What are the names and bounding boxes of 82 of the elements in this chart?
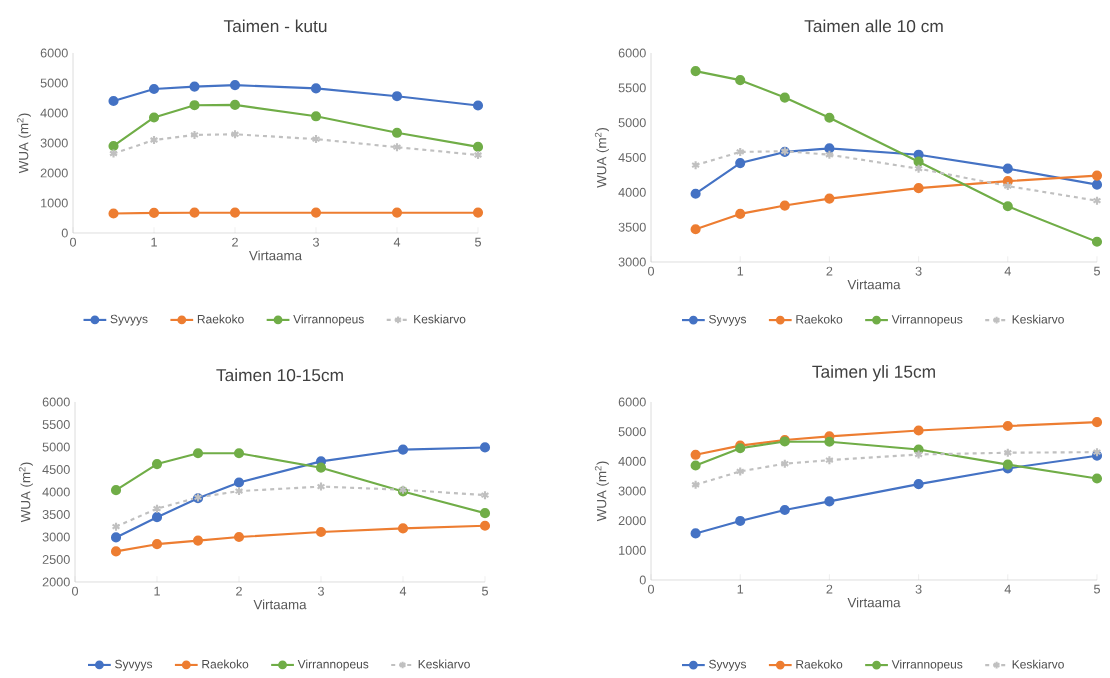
x-tick-label: 5 xyxy=(1093,266,1100,276)
y-tick-label: 1000 xyxy=(619,545,646,555)
y-tick-label: 6000 xyxy=(42,397,70,407)
x-tick-label: 3 xyxy=(915,266,922,276)
y-tick-label: 5000 xyxy=(618,118,646,128)
y-tick-label: 4500 xyxy=(42,465,70,474)
y-axis-title: WUA (m$^{2}$) xyxy=(594,461,609,522)
legend-label: Virrannopeus xyxy=(891,314,963,326)
x-tick-label: 4 xyxy=(1004,266,1011,276)
y-tick-label: 0 xyxy=(639,575,646,585)
x-tick-label: 2 xyxy=(232,237,238,247)
legend-label: Raekoko xyxy=(796,659,843,669)
legend-label: Raekoko xyxy=(197,314,244,324)
chart-title: Taimen - kutu xyxy=(223,19,327,33)
y-tick-label: 0 xyxy=(61,228,68,238)
y-tick-label: 6000 xyxy=(618,397,646,407)
x-tick-label: 3 xyxy=(312,237,319,247)
x-tick-label: 4 xyxy=(393,237,401,247)
y-tick-label: 6000 xyxy=(618,48,646,58)
x-axis-title: Virtaama xyxy=(249,250,303,261)
y-tick-label: 5500 xyxy=(42,420,70,429)
y-tick-label: 3000 xyxy=(42,532,70,542)
y-tick-label: 1000 xyxy=(41,198,68,208)
x-tick-label: 3 xyxy=(317,586,324,596)
y-tick-label: 3000 xyxy=(40,138,68,148)
legend-label: Syvyys xyxy=(709,314,747,326)
x-tick-label: 5 xyxy=(1093,584,1100,594)
y-axis-title: WUA (m$^{2}$) xyxy=(18,462,33,523)
x-tick-label: 0 xyxy=(69,237,77,247)
x-tick-label: 2 xyxy=(826,266,833,276)
x-tick-label: 1 xyxy=(737,266,744,276)
y-tick-label: 3500 xyxy=(42,510,70,519)
y-tick-label: 4000 xyxy=(618,456,646,466)
legend-label: Virrannopeus xyxy=(891,659,963,671)
x-tick-label: 0 xyxy=(647,266,655,276)
legend-label: Virrannopeus xyxy=(297,659,369,671)
x-tick-label: 2 xyxy=(826,584,833,594)
chart-title: Taimen alle 10 cm xyxy=(804,19,943,33)
x-tick-label: 1 xyxy=(737,584,744,594)
y-tick-label: 5000 xyxy=(42,442,70,452)
y-tick-label: 3000 xyxy=(618,486,646,496)
legend-label: Raekoko xyxy=(796,314,843,324)
y-tick-label: 3000 xyxy=(618,257,646,267)
x-tick-label: 4 xyxy=(1004,584,1011,594)
legend-label: Syvyys xyxy=(115,659,153,671)
legend-label: Keskiarvo xyxy=(1012,659,1064,669)
x-tick-label: 0 xyxy=(71,586,79,596)
legend-label: Syvyys xyxy=(709,659,747,671)
x-axis-title: Virtaama xyxy=(253,599,307,610)
y-tick-label: 2000 xyxy=(42,577,70,587)
y-tick-label: 5000 xyxy=(618,427,646,437)
y-tick-label: 4000 xyxy=(40,108,68,118)
legend-label: Keskiarvo xyxy=(414,314,466,324)
x-axis-title: Virtaama xyxy=(847,279,901,290)
x-tick-label: 3 xyxy=(915,584,922,594)
chart-title: Taimen yli 15cm xyxy=(812,365,935,382)
legend-label: Keskiarvo xyxy=(418,659,470,669)
y-tick-label: 2500 xyxy=(42,555,70,564)
y-tick-label: 5000 xyxy=(40,78,68,88)
x-tick-label: 4 xyxy=(399,586,407,596)
x-tick-label: 0 xyxy=(647,584,655,594)
legend-label: Virrannopeus xyxy=(293,314,364,326)
x-tick-label: 5 xyxy=(474,237,482,247)
y-tick-label: 2000 xyxy=(618,516,646,526)
x-tick-label: 2 xyxy=(236,586,242,596)
legend-label: Keskiarvo xyxy=(1012,314,1064,324)
y-tick-label: 2000 xyxy=(40,168,68,178)
y-tick-label: 4000 xyxy=(618,187,646,197)
legend-label: Raekoko xyxy=(202,659,249,669)
y-tick-label: 5500 xyxy=(618,83,646,93)
y-axis-title: WUA (m$^{2}$) xyxy=(16,113,31,174)
y-tick-label: 4500 xyxy=(618,153,646,162)
x-tick-label: 5 xyxy=(481,586,488,596)
x-tick-label: 1 xyxy=(151,237,157,247)
legend-label: Syvyys xyxy=(110,314,148,326)
x-tick-label: 1 xyxy=(154,586,160,596)
y-tick-label: 4000 xyxy=(42,487,70,497)
chart-title: Taimen 10-15cm xyxy=(216,368,343,382)
y-axis-title: WUA (m$^{2}$) xyxy=(594,127,609,188)
y-tick-label: 6000 xyxy=(40,48,68,58)
y-tick-label: 3500 xyxy=(618,222,646,232)
x-axis-title: Virtaama xyxy=(847,597,901,608)
